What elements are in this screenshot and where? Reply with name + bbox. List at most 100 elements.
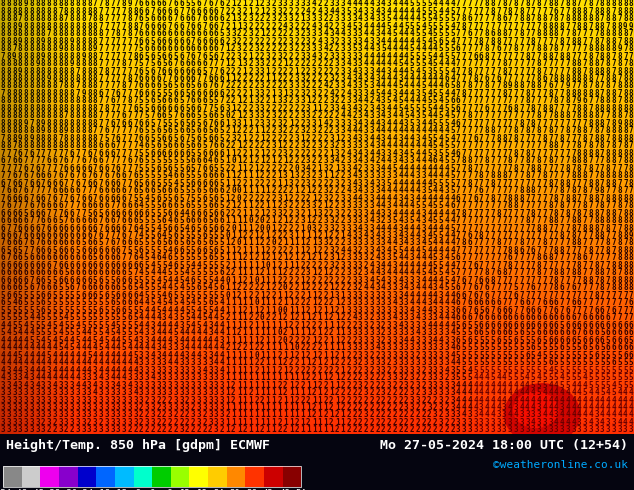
Text: 5: 5: [491, 366, 495, 374]
Text: 6: 6: [105, 283, 109, 293]
Text: 4: 4: [370, 119, 374, 128]
Text: 7: 7: [41, 164, 46, 173]
Text: 4: 4: [381, 37, 385, 46]
Text: 4: 4: [329, 89, 333, 98]
Text: 5: 5: [145, 269, 149, 277]
Text: 5: 5: [600, 351, 605, 360]
Text: 5: 5: [122, 328, 126, 337]
Text: 3: 3: [288, 179, 294, 188]
Text: 4: 4: [346, 81, 351, 91]
Text: 6: 6: [583, 97, 587, 105]
Text: 1: 1: [260, 366, 264, 374]
Text: 6: 6: [87, 201, 92, 210]
Text: 4: 4: [93, 358, 98, 367]
Text: 2: 2: [254, 29, 259, 38]
Text: 4: 4: [93, 343, 98, 352]
Text: 7: 7: [456, 74, 460, 83]
Text: 1: 1: [271, 366, 276, 374]
Text: 6: 6: [168, 29, 172, 38]
Text: 7: 7: [12, 164, 16, 173]
Text: 8: 8: [485, 51, 489, 61]
Text: 6: 6: [208, 298, 212, 307]
Text: 3: 3: [387, 298, 391, 307]
Bar: [152, 466, 171, 487]
Text: 1: 1: [237, 411, 242, 419]
Text: 4: 4: [58, 373, 63, 382]
Text: 3: 3: [329, 246, 333, 255]
Text: 5: 5: [145, 14, 149, 23]
Text: 7: 7: [473, 171, 478, 180]
Text: 4: 4: [422, 276, 426, 285]
Text: 4: 4: [375, 149, 380, 158]
Text: 7: 7: [502, 149, 507, 158]
Text: 7: 7: [479, 246, 484, 255]
Text: 3: 3: [254, 104, 259, 113]
Text: 7: 7: [116, 7, 120, 16]
Text: 5: 5: [191, 253, 195, 263]
Text: 6: 6: [168, 186, 172, 195]
Text: 4: 4: [415, 149, 420, 158]
Text: 5: 5: [133, 246, 138, 255]
Text: 6: 6: [162, 0, 167, 8]
Text: 2: 2: [295, 223, 299, 233]
Text: 3: 3: [53, 388, 57, 397]
Text: 2: 2: [168, 418, 172, 427]
Text: 5: 5: [191, 283, 195, 293]
Text: 7: 7: [612, 253, 616, 263]
Text: 7: 7: [519, 223, 524, 233]
Text: 6: 6: [185, 67, 190, 75]
Text: 3: 3: [98, 388, 103, 397]
Text: 7: 7: [462, 194, 466, 203]
Text: 4: 4: [375, 126, 380, 135]
Text: 3: 3: [145, 351, 149, 360]
Text: 5: 5: [583, 358, 587, 367]
Text: 3: 3: [392, 261, 397, 270]
Text: 2: 2: [422, 381, 426, 390]
Text: 2: 2: [306, 89, 311, 98]
Text: 7: 7: [127, 149, 132, 158]
Text: 1: 1: [329, 283, 333, 293]
Text: 8: 8: [81, 74, 86, 83]
Text: 2: 2: [271, 51, 276, 61]
Text: 2: 2: [312, 171, 316, 180]
Text: 4: 4: [439, 313, 443, 322]
Text: 6: 6: [168, 134, 172, 143]
Text: 2: 2: [254, 179, 259, 188]
Text: 4: 4: [53, 351, 57, 360]
Text: 1: 1: [283, 291, 288, 300]
Text: 7: 7: [18, 201, 22, 210]
Text: 2: 2: [312, 328, 316, 337]
Text: 1: 1: [306, 231, 311, 240]
Text: 3: 3: [318, 22, 322, 31]
Text: 4: 4: [427, 321, 432, 330]
Text: 2: 2: [340, 388, 346, 397]
Text: 7: 7: [629, 306, 633, 315]
Text: 7: 7: [473, 22, 478, 31]
Text: 5: 5: [133, 328, 138, 337]
Text: 4: 4: [116, 381, 120, 390]
Text: 6: 6: [6, 231, 11, 240]
Text: 6: 6: [219, 141, 224, 150]
Text: 1: 1: [329, 388, 333, 397]
Text: 7: 7: [491, 97, 495, 105]
Text: 2: 2: [288, 291, 294, 300]
Text: 3: 3: [381, 7, 385, 16]
Text: 6: 6: [122, 119, 126, 128]
Text: 4: 4: [139, 298, 143, 307]
Text: 7: 7: [629, 29, 633, 38]
Text: 4: 4: [64, 343, 68, 352]
Text: 5: 5: [12, 313, 16, 322]
Text: 7: 7: [116, 81, 120, 91]
Text: 3: 3: [410, 358, 415, 367]
Text: 0: 0: [237, 186, 242, 195]
Text: 3: 3: [554, 425, 559, 435]
Text: 8: 8: [571, 37, 576, 46]
Text: 2: 2: [231, 194, 236, 203]
Text: 3: 3: [197, 418, 201, 427]
Text: 5: 5: [427, 97, 432, 105]
Text: 4: 4: [370, 141, 374, 150]
Text: 2: 2: [364, 261, 368, 270]
Text: 2: 2: [415, 411, 420, 419]
Text: 3: 3: [370, 328, 374, 337]
Text: 6: 6: [133, 179, 138, 188]
